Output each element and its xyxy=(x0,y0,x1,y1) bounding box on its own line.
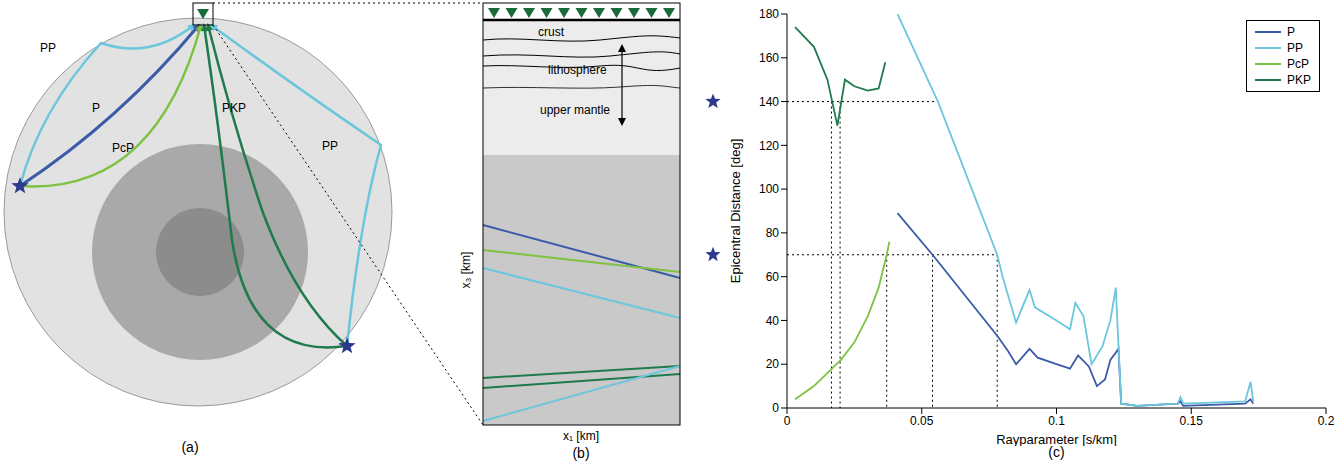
svg-text:20: 20 xyxy=(766,357,780,371)
svg-text:x₁ [km]: x₁ [km] xyxy=(563,429,599,443)
svg-text:0.1: 0.1 xyxy=(1048,414,1065,428)
svg-text:(b): (b) xyxy=(572,445,589,461)
html-text:P: P xyxy=(1287,25,1295,39)
svg-text:Rayparameter [s/km]: Rayparameter [s/km] xyxy=(996,432,1117,446)
svg-text:PKP: PKP xyxy=(222,101,246,115)
svg-text:crust: crust xyxy=(538,25,565,39)
svg-text:180: 180 xyxy=(759,7,779,21)
svg-text:0.2: 0.2 xyxy=(1318,414,1335,428)
svg-text:upper mantle: upper mantle xyxy=(540,103,610,117)
html-text:PP: PP xyxy=(1287,41,1303,55)
html-text:PcP: PcP xyxy=(1287,57,1309,71)
svg-text:140: 140 xyxy=(759,95,779,109)
svg-text:0: 0 xyxy=(772,401,779,415)
svg-text:Epicentral Distance [deg]: Epicentral Distance [deg] xyxy=(728,139,743,284)
svg-text:x₃ [km]: x₃ [km] xyxy=(459,252,473,289)
html-text:(c): (c) xyxy=(1048,444,1065,460)
svg-text:100: 100 xyxy=(759,182,779,196)
svg-text:0: 0 xyxy=(784,414,791,428)
svg-text:120: 120 xyxy=(759,139,779,153)
svg-text:lithosphere: lithosphere xyxy=(548,63,607,77)
svg-text:(a): (a) xyxy=(181,439,198,455)
svg-text:P: P xyxy=(92,101,100,115)
svg-text:160: 160 xyxy=(759,51,779,65)
svg-text:40: 40 xyxy=(766,314,780,328)
svg-text:60: 60 xyxy=(766,270,780,284)
svg-text:0.05: 0.05 xyxy=(910,414,934,428)
svg-text:80: 80 xyxy=(766,226,780,240)
html-text:PKP: PKP xyxy=(1287,73,1311,87)
svg-text:PcP: PcP xyxy=(112,141,134,155)
svg-text:PP: PP xyxy=(40,41,56,55)
svg-text:0.15: 0.15 xyxy=(1180,414,1204,428)
svg-text:PP: PP xyxy=(322,139,338,153)
